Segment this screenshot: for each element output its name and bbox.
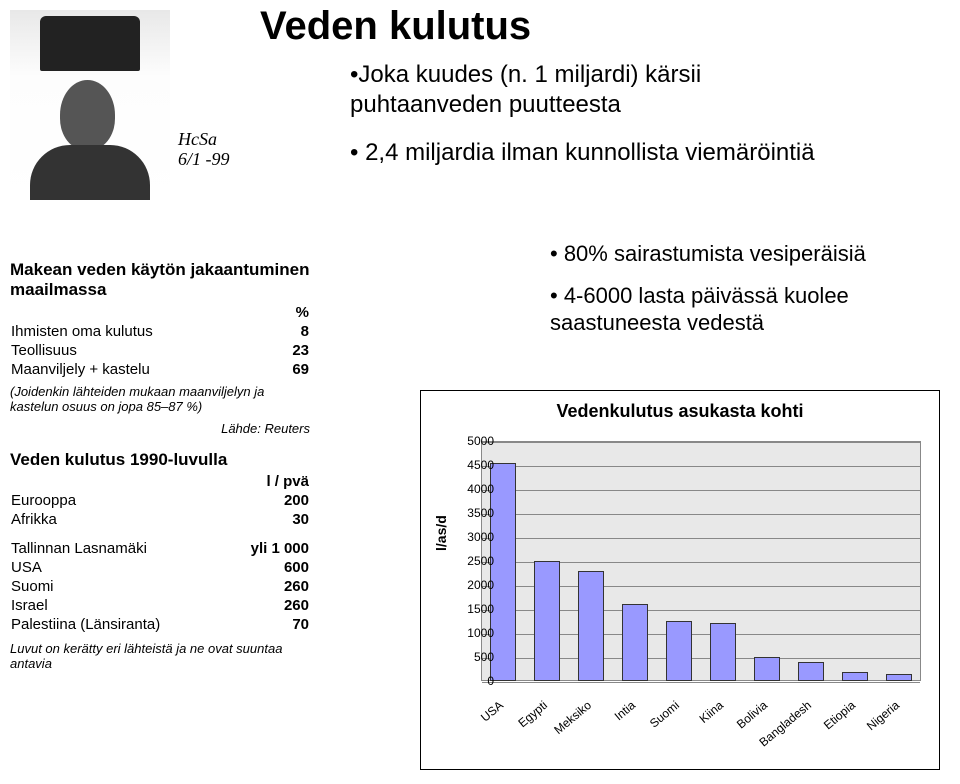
table-row: Maanviljely + kastelu69 xyxy=(10,360,310,379)
cell: 260 xyxy=(228,596,310,615)
cell: Ihmisten oma kulutus xyxy=(10,322,260,341)
chart-bar xyxy=(754,657,780,681)
chart-ytick: 1000 xyxy=(454,626,494,640)
chart-bar xyxy=(622,604,648,681)
table-row: Palestiina (Länsiranta)70 xyxy=(10,615,310,634)
chart-xlabel: USA xyxy=(478,698,506,725)
left-table1: % Ihmisten oma kulutus8 Teollisuus23 Maa… xyxy=(10,303,310,379)
chart-gridline xyxy=(482,682,920,683)
cell: Palestiina (Länsiranta) xyxy=(10,615,228,634)
bullets-main: •Joka kuudes (n. 1 miljardi) kärsii puht… xyxy=(350,60,850,186)
cell: 30 xyxy=(260,510,310,529)
table-row: Israel260 xyxy=(10,596,310,615)
photo-block: HcSa 6/1 -99 xyxy=(10,10,230,240)
cell: 69 xyxy=(260,360,310,379)
table-row: Tallinnan Lasnamäkiyli 1 000 xyxy=(10,539,310,558)
chart-bar xyxy=(842,672,868,681)
chart-bar xyxy=(710,623,736,681)
chart-xlabels: USAEgyptiMeksikoIntiaSuomiKiinaBoliviaBa… xyxy=(481,686,921,766)
chart-xlabel: Egypti xyxy=(515,698,550,730)
left-text-block: Makean veden käytön jakaantuminen maailm… xyxy=(10,260,310,678)
chart-ylabel: l/as/d xyxy=(433,515,449,551)
chart-plot-wrap xyxy=(481,441,921,681)
cell: 600 xyxy=(228,558,310,577)
scrawl-bot: 6/1 -99 xyxy=(178,150,230,170)
cell: Eurooppa xyxy=(10,491,260,510)
cell: Israel xyxy=(10,596,228,615)
chart-ytick: 3000 xyxy=(454,530,494,544)
page-title: Veden kulutus xyxy=(260,4,531,49)
bullet-side-1: • 4-6000 lasta päivässä kuolee saastunee… xyxy=(550,282,930,337)
chart-bar xyxy=(578,571,604,681)
chart-xlabel: Intia xyxy=(612,698,638,723)
table-row: Suomi260 xyxy=(10,577,310,596)
chart-xlabel: Suomi xyxy=(647,698,682,731)
table-row: USA600 xyxy=(10,558,310,577)
chart-ytick: 3500 xyxy=(454,506,494,520)
cell: yli 1 000 xyxy=(228,539,310,558)
chart-xlabel: Bolivia xyxy=(734,698,770,731)
cell: Tallinnan Lasnamäki xyxy=(10,539,228,558)
chart-ytick: 2500 xyxy=(454,554,494,568)
table-row: Eurooppa200 xyxy=(10,491,310,510)
pct-label: % xyxy=(260,303,310,322)
chart-ytick: 4000 xyxy=(454,482,494,496)
unit-label: l / pvä xyxy=(260,472,310,491)
chart-ytick: 4500 xyxy=(454,458,494,472)
left-table2: l / pvä Eurooppa200 Afrikka30 xyxy=(10,472,310,529)
cell: 70 xyxy=(228,615,310,634)
chart-bar xyxy=(666,621,692,681)
chart-bar xyxy=(534,561,560,681)
left-hdr1: Makean veden käytön jakaantuminen maailm… xyxy=(10,260,310,301)
cell: 200 xyxy=(260,491,310,510)
chart-ytick: 1500 xyxy=(454,602,494,616)
chart-title: Vedenkulutus asukasta kohti xyxy=(421,401,939,422)
cell: Maanviljely + kastelu xyxy=(10,360,260,379)
cell: Teollisuus xyxy=(10,341,260,360)
scrawl-top: HcSa xyxy=(178,130,230,150)
cell: Suomi xyxy=(10,577,228,596)
table-row: Teollisuus23 xyxy=(10,341,310,360)
left-hdr2: Veden kulutus 1990-luvulla xyxy=(10,450,310,470)
photo-shape-bucket xyxy=(40,16,140,71)
chart-bar xyxy=(886,674,912,681)
chart-bar xyxy=(798,662,824,681)
photo-shape-head xyxy=(60,80,115,150)
table-row: Afrikka30 xyxy=(10,510,310,529)
table-row: Ihmisten oma kulutus8 xyxy=(10,322,310,341)
photo-shape-shoulder xyxy=(30,145,150,200)
chart-xlabel: Etiopia xyxy=(821,698,858,732)
chart-container: Vedenkulutus asukasta kohti l/as/d 05001… xyxy=(420,390,940,770)
left-table3: Tallinnan Lasnamäkiyli 1 000 USA600 Suom… xyxy=(10,539,310,634)
cell: Afrikka xyxy=(10,510,260,529)
chart-xlabel: Kiina xyxy=(697,698,726,726)
photo-caption-scrawl: HcSa 6/1 -99 xyxy=(178,130,230,170)
chart-xlabel: Nigeria xyxy=(864,698,902,733)
bullet-side-0: • 80% sairastumista vesiperäisiä xyxy=(550,240,930,268)
cell: 23 xyxy=(260,341,310,360)
photo-frame xyxy=(10,10,170,200)
left-note: (Joidenkin lähteiden mukaan maanviljelyn… xyxy=(10,385,310,415)
chart-ytick: 500 xyxy=(454,650,494,664)
cell: 260 xyxy=(228,577,310,596)
bullets-side: • 80% sairastumista vesiperäisiä • 4-600… xyxy=(550,240,930,351)
chart-bars xyxy=(481,441,921,681)
chart-ytick: 2000 xyxy=(454,578,494,592)
chart-xlabel: Meksiko xyxy=(551,698,594,737)
left-footnote: Luvut on kerätty eri lähteistä ja ne ova… xyxy=(10,642,310,672)
bullet-main-0: •Joka kuudes (n. 1 miljardi) kärsii puht… xyxy=(350,60,850,120)
cell: USA xyxy=(10,558,228,577)
bullet-main-1: • 2,4 miljardia ilman kunnollista viemär… xyxy=(350,138,850,168)
chart-ytick: 5000 xyxy=(454,434,494,448)
left-source: Lähde: Reuters xyxy=(10,421,310,436)
cell: 8 xyxy=(260,322,310,341)
